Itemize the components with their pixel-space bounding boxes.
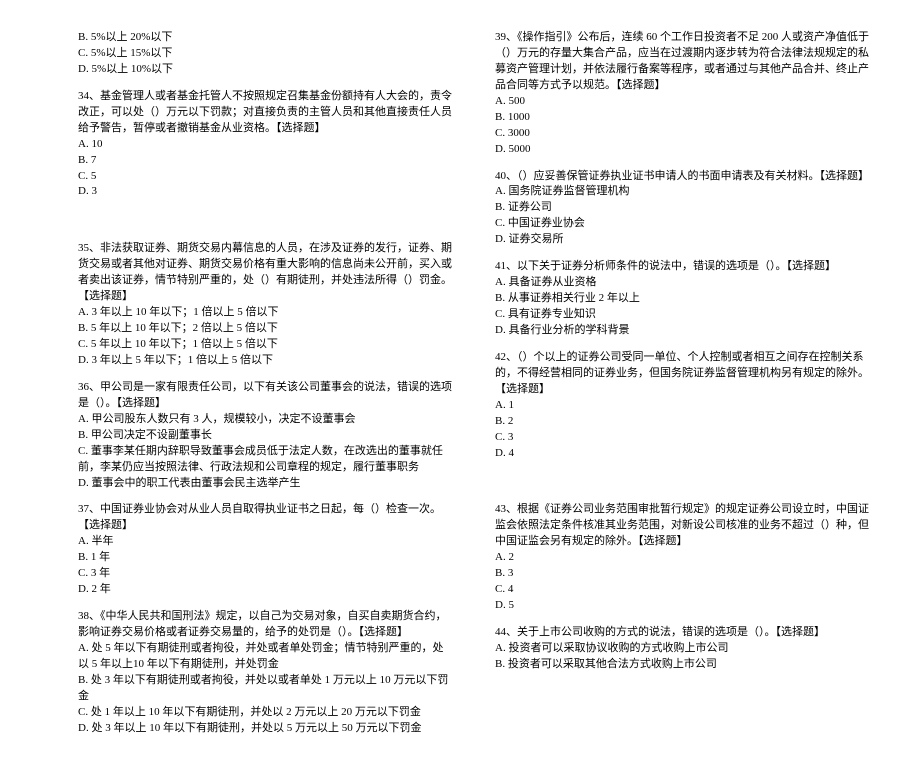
option: B. 投资者可以采取其他合法方式收购上市公司 (495, 657, 870, 673)
question-43: 43、根据《证券公司业务范围审批暂行规定》的规定证券公司设立时，中国证监会依照法… (495, 502, 870, 614)
option: B. 3 (495, 566, 870, 582)
question-text: 36、甲公司是一家有限责任公司，以下有关该公司董事会的说法，错误的选项是（）。【… (78, 380, 453, 412)
option: C. 处 1 年以上 10 年以下有期徒刑，并处以 2 万元以上 20 万元以下… (78, 705, 453, 721)
option: A. 具备证券从业资格 (495, 275, 870, 291)
option: B. 证券公司 (495, 200, 870, 216)
option: A. 甲公司股东人数只有 3 人，规模较小，决定不设董事会 (78, 412, 453, 428)
option: C. 4 (495, 582, 870, 598)
option: A. 1 (495, 398, 870, 414)
option: B. 1000 (495, 110, 870, 126)
option: A. 处 5 年以下有期徒刑或者拘役，并处或者单处罚金；情节特别严重的，处以 5… (78, 641, 453, 673)
spacer (78, 211, 453, 241)
option: A. 国务院证券监督管理机构 (495, 184, 870, 200)
option: D. 董事会中的职工代表由董事会民主选举产生 (78, 476, 453, 492)
question-text: 41、以下关于证券分析师条件的说法中，错误的选项是（）。【选择题】 (495, 259, 870, 275)
option: B. 7 (78, 153, 453, 169)
question-text: 39、《操作指引》公布后，连续 60 个工作日投资者不足 200 人或资产净值低… (495, 30, 870, 94)
question-42: 42、（）个以上的证券公司受同一单位、个人控制或者相互之间存在控制关系的，不得经… (495, 350, 870, 462)
option: C. 具有证券专业知识 (495, 307, 870, 323)
option: B. 5%以上 20%以下 (78, 30, 453, 46)
question-35: 35、非法获取证券、期货交易内幕信息的人员，在涉及证券的发行，证券、期货交易或者… (78, 241, 453, 369)
question-text: 42、（）个以上的证券公司受同一单位、个人控制或者相互之间存在控制关系的，不得经… (495, 350, 870, 398)
option: A. 500 (495, 94, 870, 110)
question-34: 34、基金管理人或者基金托管人不按照规定召集基金份额持有人大会的，责令改正，可以… (78, 89, 453, 201)
option: A. 10 (78, 137, 453, 153)
option: C. 董事李某任期内辞职导致董事会成员低于法定人数，在改选出的董事就任前，李某仍… (78, 444, 453, 476)
question-text: 44、关于上市公司收购的方式的说法，错误的选项是（）。【选择题】 (495, 625, 870, 641)
question-38: 38、《中华人民共和国刑法》规定，以自己为交易对象，自买自卖期货合约，影响证券交… (78, 609, 453, 737)
option: C. 3 年 (78, 566, 453, 582)
question-text: 40、（）应妥善保管证券执业证书申请人的书面申请表及有关材料。【选择题】 (495, 169, 870, 185)
question-text: 43、根据《证券公司业务范围审批暂行规定》的规定证券公司设立时，中国证监会依照法… (495, 502, 870, 550)
top-options: B. 5%以上 20%以下 C. 5%以上 15%以下 D. 5%以上 10%以… (78, 30, 453, 78)
option: C. 5 年以上 10 年以下；1 倍以上 5 倍以下 (78, 337, 453, 353)
option: A. 3 年以上 10 年以下；1 倍以上 5 倍以下 (78, 305, 453, 321)
question-37: 37、中国证券业协会对从业人员自取得执业证书之日起，每（）检查一次。【选择题】 … (78, 502, 453, 598)
option: D. 3 (78, 184, 453, 200)
option: D. 3 年以上 5 年以下；1 倍以上 5 倍以下 (78, 353, 453, 369)
exam-page: B. 5%以上 20%以下 C. 5%以上 15%以下 D. 5%以上 10%以… (0, 0, 920, 778)
option: D. 4 (495, 446, 870, 462)
option: B. 处 3 年以下有期徒刑或者拘役，并处以或者单处 1 万元以上 10 万元以… (78, 673, 453, 705)
option: D. 具备行业分析的学科背景 (495, 323, 870, 339)
question-36: 36、甲公司是一家有限责任公司，以下有关该公司董事会的说法，错误的选项是（）。【… (78, 380, 453, 492)
left-column: B. 5%以上 20%以下 C. 5%以上 15%以下 D. 5%以上 10%以… (78, 30, 453, 748)
option: D. 5%以上 10%以下 (78, 62, 453, 78)
option: A. 2 (495, 550, 870, 566)
spacer (495, 472, 870, 502)
option: D. 5000 (495, 142, 870, 158)
question-text: 38、《中华人民共和国刑法》规定，以自己为交易对象，自买自卖期货合约，影响证券交… (78, 609, 453, 641)
question-text: 37、中国证券业协会对从业人员自取得执业证书之日起，每（）检查一次。【选择题】 (78, 502, 453, 534)
option: B. 1 年 (78, 550, 453, 566)
question-44: 44、关于上市公司收购的方式的说法，错误的选项是（）。【选择题】 A. 投资者可… (495, 625, 870, 673)
option: D. 5 (495, 598, 870, 614)
option: B. 2 (495, 414, 870, 430)
question-text: 35、非法获取证券、期货交易内幕信息的人员，在涉及证券的发行，证券、期货交易或者… (78, 241, 453, 305)
option: C. 3000 (495, 126, 870, 142)
option: D. 证券交易所 (495, 232, 870, 248)
option: C. 中国证券业协会 (495, 216, 870, 232)
question-text: 34、基金管理人或者基金托管人不按照规定召集基金份额持有人大会的，责令改正，可以… (78, 89, 453, 137)
right-column: 39、《操作指引》公布后，连续 60 个工作日投资者不足 200 人或资产净值低… (495, 30, 870, 748)
option: C. 5%以上 15%以下 (78, 46, 453, 62)
question-40: 40、（）应妥善保管证券执业证书申请人的书面申请表及有关材料。【选择题】 A. … (495, 169, 870, 249)
question-41: 41、以下关于证券分析师条件的说法中，错误的选项是（）。【选择题】 A. 具备证… (495, 259, 870, 339)
option: B. 5 年以上 10 年以下；2 倍以上 5 倍以下 (78, 321, 453, 337)
option: B. 从事证券相关行业 2 年以上 (495, 291, 870, 307)
option: D. 处 3 年以上 10 年以下有期徒刑，并处以 5 万元以上 50 万元以下… (78, 721, 453, 737)
option: A. 投资者可以采取协议收购的方式收购上市公司 (495, 641, 870, 657)
question-39: 39、《操作指引》公布后，连续 60 个工作日投资者不足 200 人或资产净值低… (495, 30, 870, 158)
option: C. 5 (78, 169, 453, 185)
option: B. 甲公司决定不设副董事长 (78, 428, 453, 444)
option: D. 2 年 (78, 582, 453, 598)
option: C. 3 (495, 430, 870, 446)
option: A. 半年 (78, 534, 453, 550)
